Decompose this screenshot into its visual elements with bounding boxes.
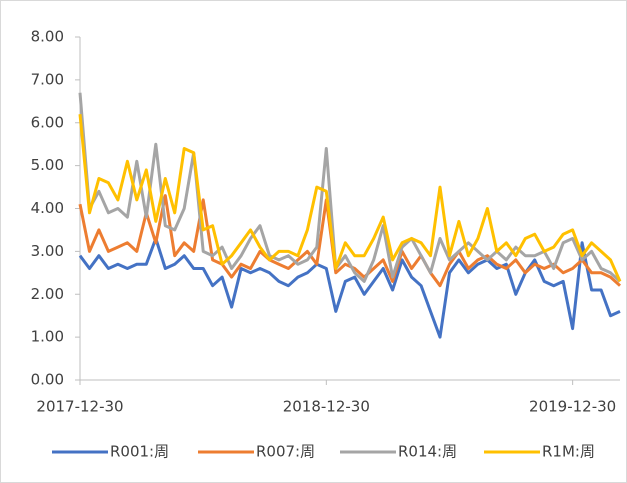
legend-label: R1M:周 bbox=[542, 443, 595, 461]
x-tick-label: 2018-12-30 bbox=[283, 398, 370, 416]
series-line bbox=[78, 237, 621, 339]
y-tick-label: 3.00 bbox=[31, 242, 64, 260]
y-tick-label: 5.00 bbox=[31, 156, 64, 174]
y-tick-label: 0.00 bbox=[31, 371, 64, 389]
y-tick-label: 6.00 bbox=[31, 113, 64, 131]
x-tick-label: 2019-12-30 bbox=[529, 398, 616, 416]
series-line bbox=[78, 92, 622, 283]
x-tick-label: 2017-12-30 bbox=[36, 398, 123, 416]
legend-label: R014:周 bbox=[398, 443, 457, 461]
legend-label: R001:周 bbox=[110, 443, 169, 461]
y-tick-label: 2.00 bbox=[31, 285, 64, 303]
series-line bbox=[78, 114, 622, 283]
y-tick-label: 1.00 bbox=[31, 328, 64, 346]
y-tick-label: 7.00 bbox=[31, 70, 64, 88]
y-tick-label: 4.00 bbox=[31, 199, 64, 217]
y-tick-label: 8.00 bbox=[31, 28, 64, 46]
legend-label: R007:周 bbox=[256, 443, 315, 461]
